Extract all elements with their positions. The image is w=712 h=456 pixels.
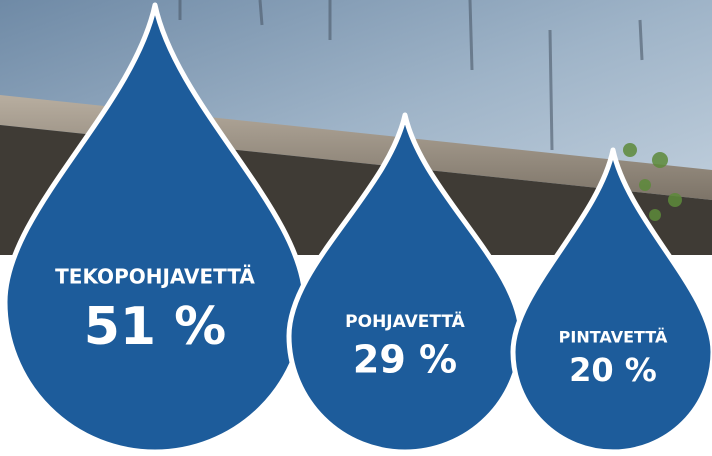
drop-label: PINTAVETTÄ: [559, 328, 668, 347]
drop-label: POHJAVETTÄ: [345, 310, 465, 332]
drop-value: 51 %: [84, 297, 227, 357]
drop-label: TEKOPOHJAVETTÄ: [55, 265, 255, 289]
drop: [286, 112, 524, 455]
drop: [2, 2, 308, 455]
drop-value: 20 %: [569, 351, 657, 389]
drop: [510, 147, 712, 455]
drop-value: 29 %: [353, 338, 457, 382]
